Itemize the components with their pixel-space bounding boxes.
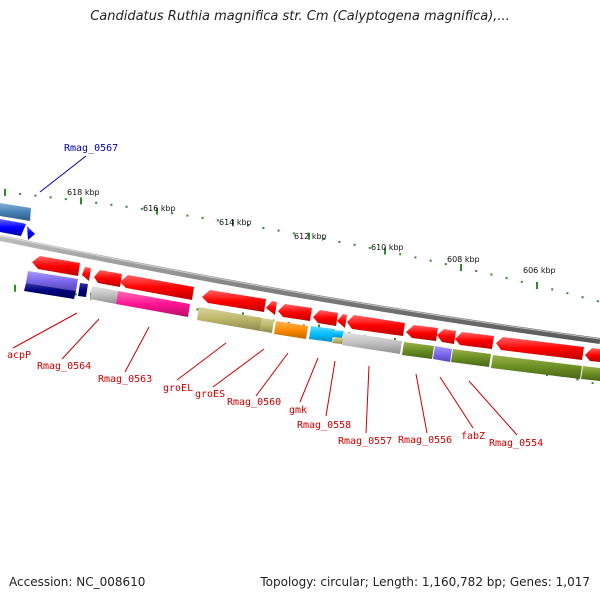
gene-label-acpp[interactable]: acpP (7, 350, 31, 361)
minor-tick (323, 238, 326, 240)
major-tick (384, 247, 386, 255)
minor-tick (551, 288, 554, 291)
feature-bands (24, 271, 600, 381)
gene-label-rmag-0556[interactable]: Rmag_0556 (398, 435, 452, 446)
ruler-label-616: 616 kbp (143, 204, 176, 213)
minor-tick (520, 280, 523, 283)
gene-rmag-0567-feature[interactable] (0, 203, 35, 240)
minor-tick (277, 229, 280, 232)
minor-tick (399, 253, 402, 256)
minor-tick (292, 232, 295, 235)
minor-tick (414, 256, 417, 259)
gene-label-rmag-0557[interactable]: Rmag_0557 (338, 436, 392, 447)
minor-tick (591, 382, 594, 384)
major-tick (4, 188, 6, 196)
minor-tick (475, 270, 478, 272)
major-tick (14, 284, 16, 292)
minor-tick (338, 240, 341, 243)
minor-tick (262, 226, 265, 229)
gene-label-rmag-0563[interactable]: Rmag_0563 (98, 374, 152, 385)
gene-label-gmk[interactable]: gmk (289, 405, 307, 416)
major-tick (80, 197, 82, 205)
genome-summary-text: Topology: circular; Length: 1,160,782 bp… (260, 575, 590, 589)
minor-tick (429, 259, 432, 262)
ruler-label-618: 618 kbp (67, 188, 100, 197)
minor-tick (368, 246, 371, 249)
outer-ruler-ticks (4, 188, 599, 303)
label-leader-lines (12, 155, 518, 436)
minor-tick (505, 277, 508, 280)
map-title: Candidatus Ruthia magnifica str. Cm (Cal… (90, 9, 510, 24)
minor-tick (490, 273, 493, 276)
minor-tick (444, 263, 447, 266)
minor-tick (353, 243, 356, 246)
minor-tick (171, 212, 174, 215)
genome-backbone (0, 235, 600, 344)
major-tick (156, 207, 158, 215)
minor-tick (566, 292, 569, 295)
gene-label-rmag-0560[interactable]: Rmag_0560 (227, 397, 281, 408)
minor-tick (201, 216, 204, 219)
gene-label-rmag-0554[interactable]: Rmag_0554 (489, 438, 543, 449)
major-tick (232, 219, 234, 227)
minor-tick (95, 201, 98, 204)
minor-tick (576, 378, 579, 381)
gene-label-rmag-0564[interactable]: Rmag_0564 (37, 361, 91, 372)
minor-tick (34, 194, 37, 197)
ruler-label-614: 614 kbp (219, 218, 252, 227)
ruler-label-606: 606 kbp (523, 266, 556, 275)
accession-text: Accession: NC_008610 (9, 575, 146, 589)
gene-label-groes[interactable]: groES (195, 389, 225, 400)
minor-tick (110, 203, 113, 206)
major-tick (308, 232, 310, 240)
minor-tick (581, 296, 584, 299)
gene-label-groel[interactable]: groEL (163, 383, 193, 394)
minor-tick (140, 207, 143, 210)
ruler-label-612: 612 kbp (294, 232, 327, 241)
minor-tick (49, 196, 52, 199)
gene-label-rmag-0567[interactable]: Rmag_0567 (64, 143, 118, 154)
minor-tick (186, 214, 189, 217)
minor-tick (125, 205, 128, 208)
gene-label-fabz[interactable]: fabZ (461, 431, 485, 442)
minor-tick (247, 224, 250, 227)
minor-tick (74, 293, 77, 296)
gene-label-rmag-0558[interactable]: Rmag_0558 (297, 420, 351, 431)
major-tick (460, 264, 462, 271)
minor-tick (196, 308, 199, 311)
ruler-label-608: 608 kbp (447, 255, 480, 264)
ruler-label-610: 610 kbp (371, 243, 404, 252)
minor-tick (596, 300, 599, 303)
major-tick (536, 282, 538, 289)
cds-upper-strand (32, 256, 600, 362)
minor-tick (64, 198, 67, 201)
minor-tick (19, 193, 22, 195)
minor-tick (216, 219, 219, 222)
